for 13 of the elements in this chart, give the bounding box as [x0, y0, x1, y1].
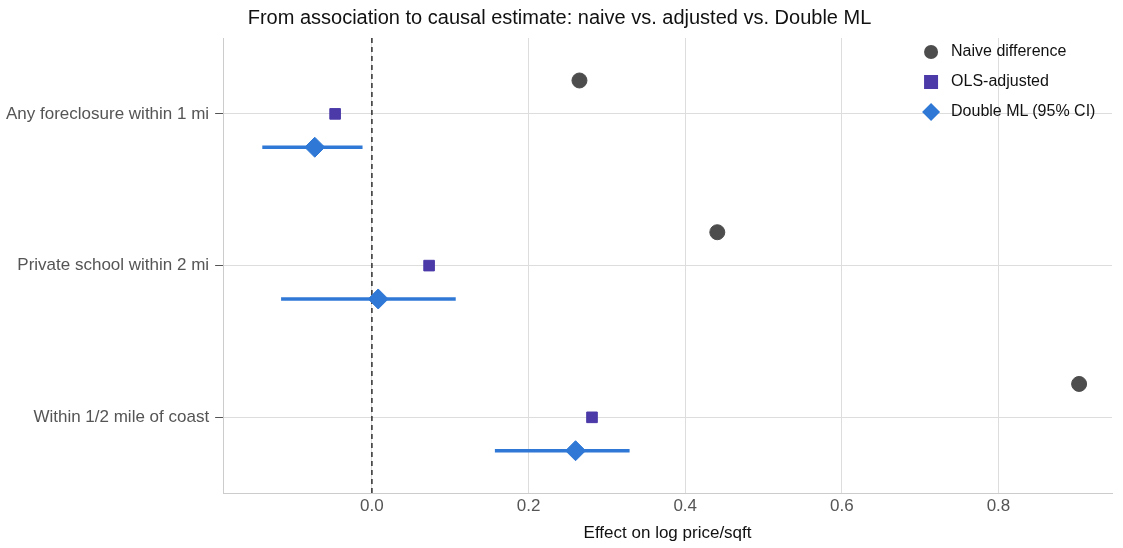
x-tick-label: 0.6	[830, 496, 854, 516]
y-tick-label: Within 1/2 mile of coast	[33, 407, 210, 427]
x-tick-label: 0.8	[986, 496, 1011, 516]
chart-title: From association to causal estimate: naive vs. adjusted vs. Double ML	[247, 5, 872, 28]
y-tick-label: Private school within 2 mi	[17, 255, 210, 275]
x-tick-label: 0.0	[360, 496, 384, 516]
y-tick-label: Any foreclosure within 1 mi	[6, 103, 210, 123]
x-axis-title: Effect on log price/sqft	[583, 523, 752, 543]
legend-label: Double ML (95% CI)	[951, 102, 1096, 120]
x-tick-label: 0.2	[516, 496, 541, 516]
legend-label: Naive difference	[951, 42, 1067, 60]
legend-label: OLS-adjusted	[951, 72, 1049, 90]
x-tick-label: 0.4	[673, 496, 698, 516]
